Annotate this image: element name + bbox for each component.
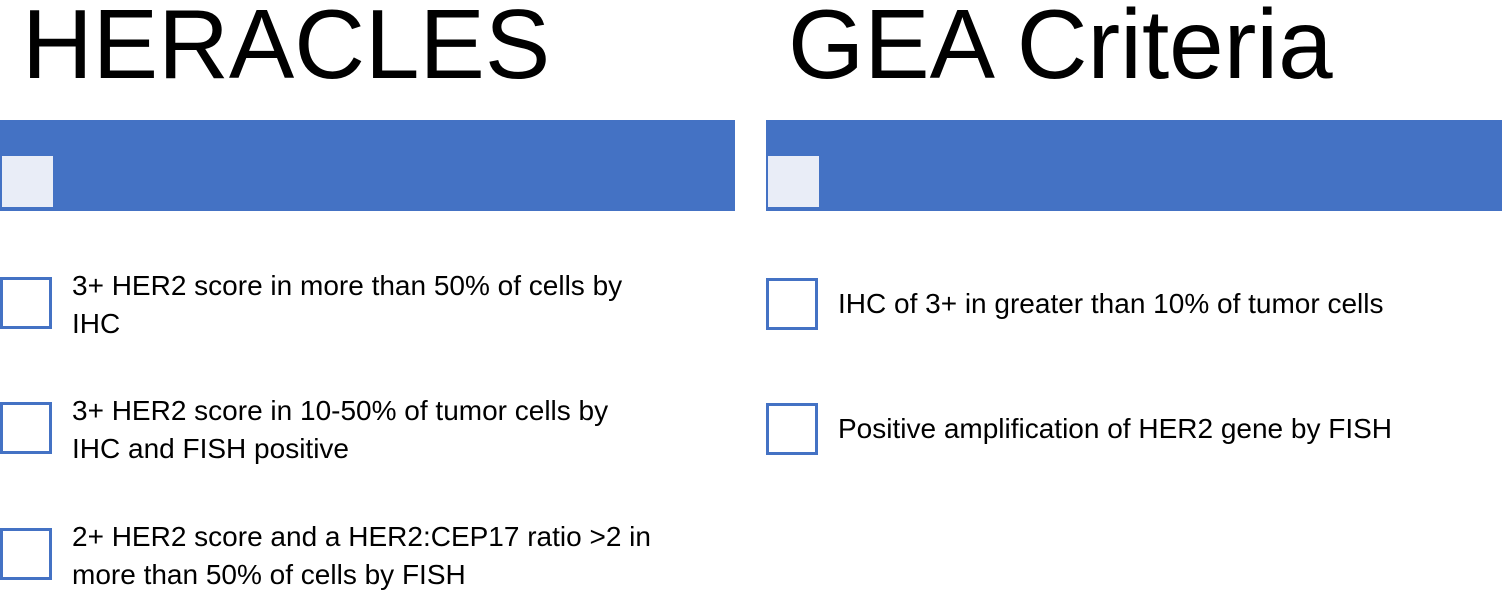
- criterion-text: 3+ HER2 score in more than 50% of cells …: [72, 267, 622, 343]
- gea-header-bar: [766, 120, 1502, 211]
- checkbox-icon[interactable]: [0, 402, 52, 454]
- checkbox-icon[interactable]: [0, 277, 52, 329]
- heracles-title: HERACLES: [22, 0, 551, 99]
- gea-column: GEA Criteria IHC of 3+ in greater than 1…: [766, 0, 1502, 592]
- criterion-line-1: 3+ HER2 score in more than 50% of cells …: [72, 270, 623, 301]
- gea-title: GEA Criteria: [788, 0, 1333, 99]
- checkbox-icon[interactable]: [766, 403, 818, 455]
- criterion-line-1: 3+ HER2 score in 10-50% of tumor cells b…: [72, 395, 609, 426]
- heracles-header-bar: [0, 120, 735, 211]
- criterion-line-1: Positive amplification of HER2 gene by F…: [838, 413, 1393, 444]
- checkbox-icon[interactable]: [0, 528, 52, 580]
- gea-header-square: [768, 156, 819, 207]
- criterion-line-1: IHC of 3+ in greater than 10% of tumor c…: [838, 288, 1384, 319]
- criterion-text: IHC of 3+ in greater than 10% of tumor c…: [838, 285, 1384, 323]
- criterion-text: 3+ HER2 score in 10-50% of tumor cells b…: [72, 392, 608, 468]
- criterion-line-1: 2+ HER2 score and a HER2:CEP17 ratio >2 …: [72, 521, 651, 552]
- criterion-line-2: IHC and FISH positive: [72, 433, 349, 464]
- criterion-text: 2+ HER2 score and a HER2:CEP17 ratio >2 …: [72, 518, 651, 594]
- heracles-header-square: [2, 156, 53, 207]
- checkbox-icon[interactable]: [766, 278, 818, 330]
- criterion-line-2: IHC: [72, 308, 121, 339]
- criterion-line-2: more than 50% of cells by FISH: [72, 559, 466, 590]
- heracles-column: HERACLES 3+ HER2 score in more than 50% …: [0, 0, 735, 592]
- criterion-text: Positive amplification of HER2 gene by F…: [838, 410, 1392, 448]
